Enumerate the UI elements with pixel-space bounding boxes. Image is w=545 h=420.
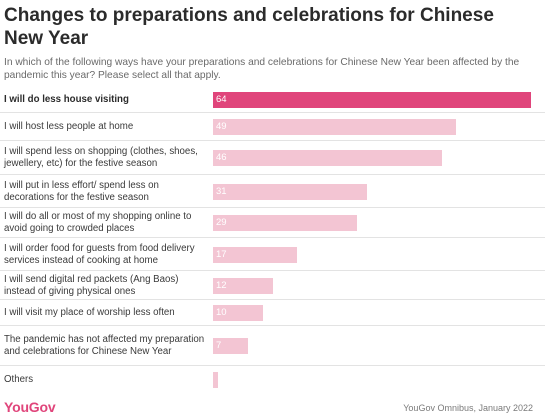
bar — [213, 305, 263, 321]
bar — [213, 247, 298, 263]
chart-title: Changes to preparations and celebrations… — [4, 5, 494, 49]
bar — [213, 92, 531, 108]
bar-row: I will send digital red packets (Ang Bao… — [0, 270, 545, 300]
value-label: 10 — [216, 307, 227, 318]
bar — [213, 215, 358, 231]
category-label: I will order food for guests from food d… — [4, 242, 195, 266]
category-label: Others — [4, 374, 34, 386]
chart-subtitle: In which of the following ways have your… — [4, 57, 520, 81]
category-label: The pandemic has not affected my prepara… — [4, 334, 205, 357]
bar-chart: I will do less house visiting 64 I will ho… — [0, 87, 545, 397]
category-label: I will host less people at home — [4, 121, 134, 133]
category-label: I will do less house visiting — [4, 93, 129, 105]
bar — [213, 119, 457, 135]
bar-row: I will spend less on shopping (clothes, … — [0, 140, 545, 175]
category-label: I will visit my place of worship less of… — [4, 307, 175, 319]
bar-row: I will do less house visiting 64 — [0, 87, 545, 112]
category-label: I will put in less effort/ spend less on… — [4, 179, 159, 203]
category-label: I will send digital red packets (Ang Bao… — [4, 273, 179, 297]
value-label: 49 — [216, 121, 227, 132]
value-label: 17 — [216, 249, 227, 260]
category-label: I will do all or most of my shopping onl… — [4, 211, 192, 234]
value-label: 7 — [216, 340, 222, 351]
value-label: 29 — [216, 217, 227, 228]
bar-row: I will do all or most of my shopping onl… — [0, 207, 545, 238]
value-label: 31 — [216, 186, 227, 197]
yougov-logo: YouGov — [4, 399, 56, 415]
value-label: 64 — [216, 94, 227, 105]
bar-row: I will order food for guests from food d… — [0, 237, 545, 271]
value-label: 12 — [216, 280, 227, 291]
value-label: 46 — [216, 152, 227, 163]
bar — [213, 278, 273, 294]
bar-row: Others — [0, 365, 545, 394]
bar — [213, 338, 248, 354]
bar — [213, 372, 218, 388]
source-note: YouGov Omnibus, January 2022 — [403, 403, 533, 413]
bar-row: The pandemic has not affected my prepara… — [0, 325, 545, 366]
category-label: I will spend less on shopping (clothes, … — [4, 146, 198, 169]
bar-row: I will host less people at home 49 — [0, 112, 545, 141]
bar-row: I will put in less effort/ spend less on… — [0, 174, 545, 208]
bar — [213, 184, 368, 200]
bar-row: I will visit my place of worship less of… — [0, 299, 545, 326]
bar — [213, 150, 442, 166]
